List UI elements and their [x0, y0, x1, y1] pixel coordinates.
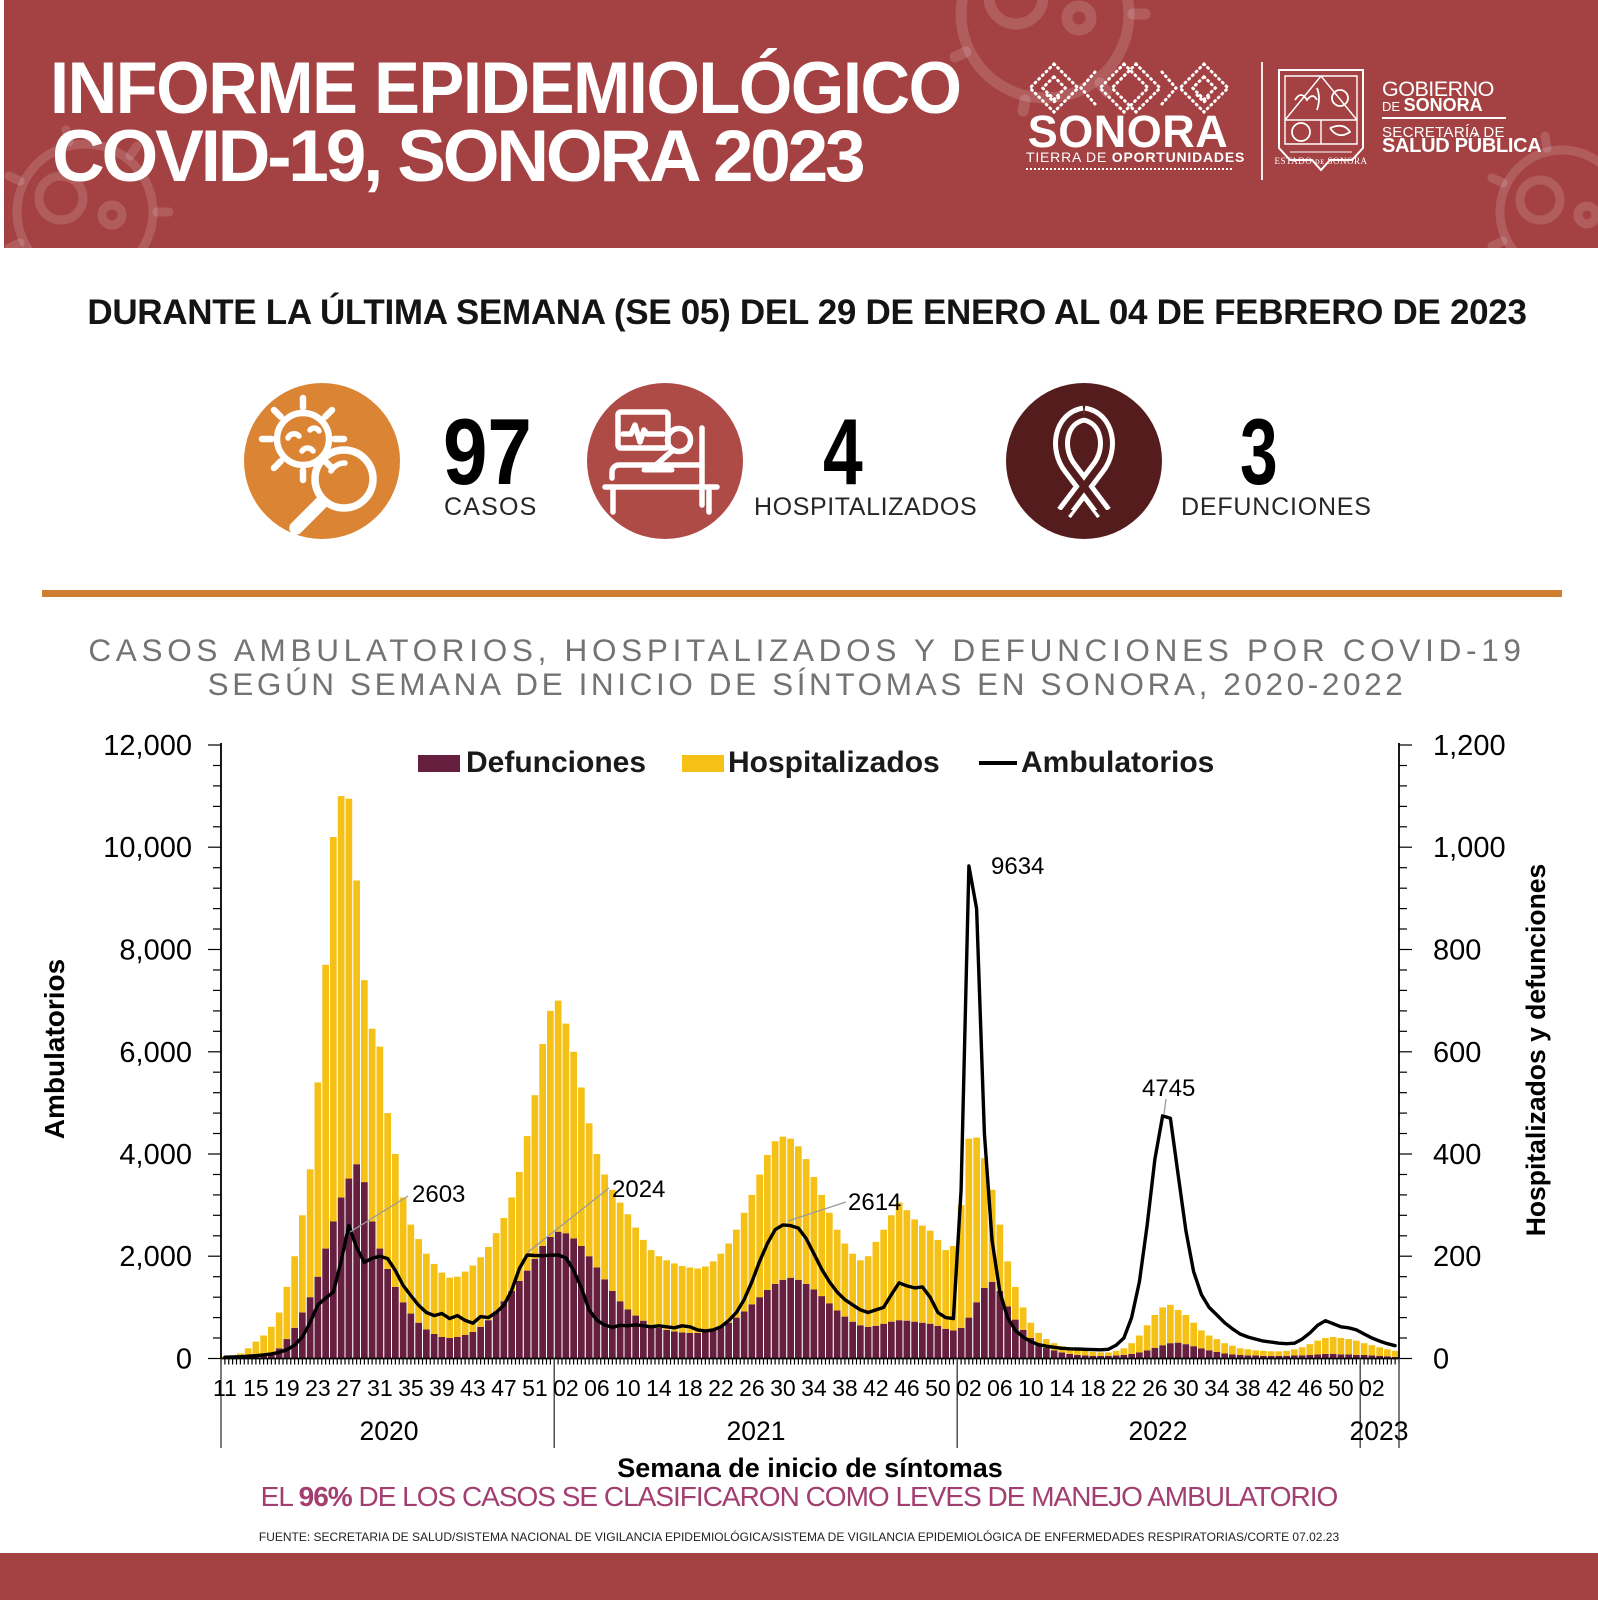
svg-text:46: 46 [1297, 1375, 1323, 1401]
svg-text:Ambulatorios: Ambulatorios [1021, 746, 1214, 779]
svg-text:0: 0 [176, 1344, 192, 1376]
svg-text:6,000: 6,000 [119, 1037, 192, 1069]
svg-text:06: 06 [584, 1375, 610, 1401]
svg-text:10: 10 [1018, 1375, 1044, 1401]
svg-text:200: 200 [1433, 1241, 1481, 1273]
svg-text:27: 27 [336, 1375, 362, 1401]
svg-text:51: 51 [522, 1375, 548, 1401]
svg-text:22: 22 [1111, 1375, 1137, 1401]
svg-text:46: 46 [894, 1375, 920, 1401]
svg-text:47: 47 [491, 1375, 517, 1401]
svg-text:14: 14 [646, 1375, 672, 1401]
svg-text:2614: 2614 [848, 1189, 901, 1216]
svg-text:02: 02 [956, 1375, 982, 1401]
svg-text:Hospitalizados: Hospitalizados [728, 746, 940, 779]
svg-text:26: 26 [739, 1375, 765, 1401]
svg-text:2020: 2020 [360, 1416, 419, 1446]
svg-text:43: 43 [460, 1375, 486, 1401]
svg-text:42: 42 [863, 1375, 889, 1401]
svg-text:35: 35 [398, 1375, 424, 1401]
svg-text:30: 30 [770, 1375, 796, 1401]
svg-text:ESTADO ᴅᴇ SONORA: ESTADO ᴅᴇ SONORA [1274, 156, 1367, 166]
svg-text:06: 06 [987, 1375, 1013, 1401]
svg-text:8,000: 8,000 [119, 935, 192, 967]
svg-text:26: 26 [1142, 1375, 1168, 1401]
svg-text:50: 50 [925, 1375, 951, 1401]
svg-text:23: 23 [305, 1375, 331, 1401]
svg-text:19: 19 [274, 1375, 300, 1401]
svg-text:12,000: 12,000 [103, 730, 192, 762]
svg-text:18: 18 [677, 1375, 703, 1401]
svg-text:2021: 2021 [727, 1416, 786, 1446]
svg-text:2024: 2024 [612, 1176, 665, 1203]
svg-text:800: 800 [1433, 935, 1481, 967]
svg-text:38: 38 [1235, 1375, 1261, 1401]
svg-text:Ambulatorios: Ambulatorios [39, 959, 70, 1139]
svg-text:38: 38 [832, 1375, 858, 1401]
svg-text:34: 34 [1204, 1375, 1230, 1401]
svg-text:18: 18 [1080, 1375, 1106, 1401]
svg-text:30: 30 [1173, 1375, 1199, 1401]
svg-text:22: 22 [708, 1375, 734, 1401]
svg-text:39: 39 [429, 1375, 455, 1401]
svg-text:1,000: 1,000 [1433, 832, 1506, 864]
svg-text:2023: 2023 [1350, 1416, 1409, 1446]
svg-text:2022: 2022 [1129, 1416, 1188, 1446]
svg-text:42: 42 [1266, 1375, 1292, 1401]
svg-text:10,000: 10,000 [103, 832, 192, 864]
svg-text:10: 10 [615, 1375, 641, 1401]
svg-text:31: 31 [367, 1375, 393, 1401]
svg-text:600: 600 [1433, 1037, 1481, 1069]
svg-text:Hospitalizados y defunciones: Hospitalizados y defunciones [1521, 864, 1551, 1237]
svg-text:0: 0 [1433, 1344, 1449, 1376]
svg-text:2,000: 2,000 [119, 1241, 192, 1273]
svg-text:34: 34 [801, 1375, 827, 1401]
svg-text:02: 02 [1359, 1375, 1385, 1401]
svg-text:4,000: 4,000 [119, 1139, 192, 1171]
svg-text:11: 11 [213, 1375, 237, 1401]
svg-text:2603: 2603 [412, 1181, 465, 1208]
svg-text:02: 02 [553, 1375, 579, 1401]
svg-text:1,200: 1,200 [1433, 730, 1506, 762]
svg-text:14: 14 [1049, 1375, 1075, 1401]
svg-text:Semana de inicio de síntomas: Semana de inicio de síntomas [617, 1453, 1003, 1483]
svg-text:15: 15 [243, 1375, 269, 1401]
svg-text:Defunciones: Defunciones [466, 746, 646, 779]
svg-text:9634: 9634 [991, 853, 1044, 880]
svg-text:50: 50 [1328, 1375, 1354, 1401]
svg-text:400: 400 [1433, 1139, 1481, 1171]
svg-text:4745: 4745 [1142, 1075, 1195, 1102]
